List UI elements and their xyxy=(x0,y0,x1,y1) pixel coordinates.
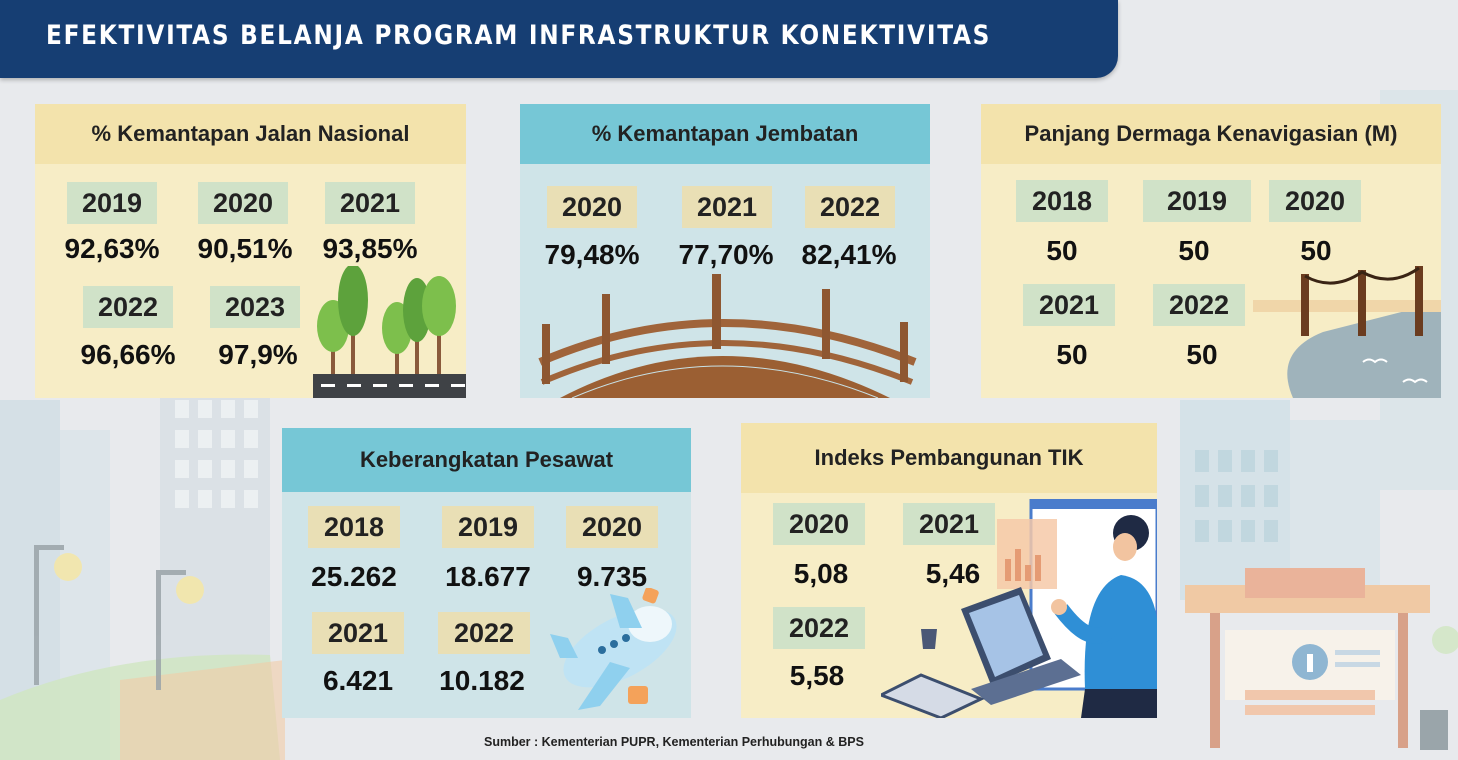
value-text: 50 xyxy=(1056,339,1088,370)
source-note: Sumber : Kementerian PUPR, Kementerian P… xyxy=(484,735,864,749)
value-text: 25.262 xyxy=(311,561,397,592)
value-text: 5,08 xyxy=(793,558,849,589)
year-label: 2022 xyxy=(83,286,173,328)
year-label: 2018 xyxy=(308,506,400,548)
card-indeks-tik: Indeks Pembangunan TIK 2020 2021 5,08 5,… xyxy=(741,423,1157,718)
card-panjang-dermaga: Panjang Dermaga Kenavigasian (M) 2018 20… xyxy=(981,104,1441,398)
year-label: 2019 xyxy=(442,506,534,548)
year-label: 2019 xyxy=(67,182,157,224)
value-text: 90,51% xyxy=(197,233,293,264)
year-label: 2022 xyxy=(805,186,895,228)
card-title: % Kemantapan Jembatan xyxy=(520,104,930,164)
pier-illustration xyxy=(1253,266,1441,398)
card-title: Panjang Dermaga Kenavigasian (M) xyxy=(981,104,1441,164)
value-text: 97,9% xyxy=(218,339,298,370)
value-text: 10.182 xyxy=(439,665,525,696)
value-text: 50 xyxy=(1186,339,1218,370)
airplane-illustration xyxy=(550,588,677,710)
year-label: 2018 xyxy=(1016,180,1108,222)
year-label: 2021 xyxy=(312,612,404,654)
value-text: 77,70% xyxy=(678,239,774,270)
bridge-illustration xyxy=(538,274,917,398)
year-label: 2021 xyxy=(682,186,772,228)
year-label: 2020 xyxy=(198,182,288,224)
year-label: 2020 xyxy=(773,503,865,545)
trees-road-illustration xyxy=(313,266,466,398)
card-keberangkatan-pesawat: Keberangkatan Pesawat 2018 2019 2020 25.… xyxy=(282,428,691,718)
year-label: 2021 xyxy=(1023,284,1115,326)
year-label: 2019 xyxy=(1143,180,1251,222)
laptop-person-illustration xyxy=(881,499,1157,718)
value-text: 79,48% xyxy=(544,239,640,270)
value-text: 50 xyxy=(1178,235,1210,266)
value-text: 50 xyxy=(1300,235,1332,266)
value-text: 9.735 xyxy=(576,561,648,592)
value-text: 50 xyxy=(1046,235,1078,266)
year-label: 2020 xyxy=(566,506,658,548)
year-label: 2021 xyxy=(903,503,995,545)
year-label: 2022 xyxy=(1153,284,1245,326)
value-text: 5,46 xyxy=(925,558,981,589)
card-title: % Kemantapan Jalan Nasional xyxy=(35,104,466,164)
value-text: 96,66% xyxy=(80,339,176,370)
value-text: 92,63% xyxy=(64,233,160,264)
card-title: Keberangkatan Pesawat xyxy=(282,428,691,492)
bus-stop-illustration xyxy=(1185,568,1458,750)
value-text: 93,85% xyxy=(322,233,418,264)
card-kemantapan-jalan: % Kemantapan Jalan Nasional 2019 2020 20… xyxy=(35,104,466,398)
title-bar: EFEKTIVITAS BELANJA PROGRAM INFRASTRUKTU… xyxy=(0,0,1118,78)
value-text: 18.677 xyxy=(445,561,531,592)
year-label: 2020 xyxy=(1269,180,1361,222)
year-label: 2020 xyxy=(547,186,637,228)
year-label: 2023 xyxy=(210,286,300,328)
value-text: 6.421 xyxy=(322,665,394,696)
card-title: Indeks Pembangunan TIK xyxy=(741,423,1157,493)
card-kemantapan-jembatan: % Kemantapan Jembatan 2020 2021 2022 79,… xyxy=(520,104,930,398)
value-text: 82,41% xyxy=(801,239,897,270)
value-text: 5,58 xyxy=(789,660,845,691)
year-label: 2022 xyxy=(773,607,865,649)
year-label: 2021 xyxy=(325,182,415,224)
year-label: 2022 xyxy=(438,612,530,654)
page-title: EFEKTIVITAS BELANJA PROGRAM INFRASTRUKTU… xyxy=(46,20,992,51)
